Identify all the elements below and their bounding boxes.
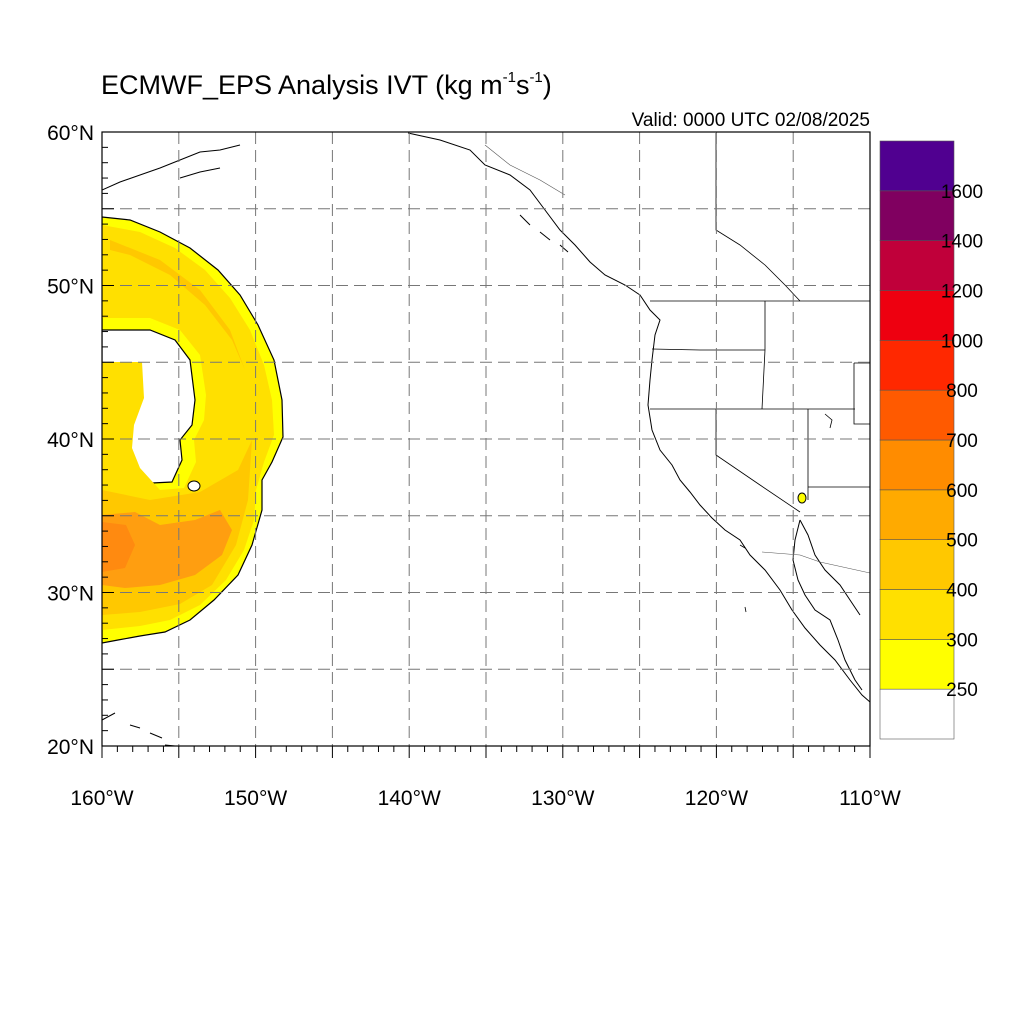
colorbar-swatch bbox=[879, 589, 955, 640]
colorbar-swatch bbox=[879, 439, 955, 491]
ivt-band-600 bbox=[102, 522, 135, 572]
lat-label: 30°N bbox=[47, 583, 94, 606]
map-title: ECMWF_EPS Analysis IVT (kg m-1s-1) bbox=[101, 69, 552, 100]
se-alaska-islands bbox=[179, 167, 569, 253]
alaska-coast bbox=[407, 132, 870, 703]
lon-label: 160°W bbox=[70, 787, 133, 810]
colorbar: 250 300 400 500 600 700 800 1000 1200 1400 1600 bbox=[879, 140, 983, 740]
colorbar-label: 400 bbox=[946, 581, 978, 602]
colorbar-swatch bbox=[879, 688, 955, 740]
colorbar-label: 1000 bbox=[941, 331, 983, 352]
baja-peninsula bbox=[792, 519, 863, 691]
colorbar-swatch bbox=[879, 340, 955, 391]
colorbar-swatch bbox=[879, 639, 955, 690]
wyoming-block bbox=[853, 362, 870, 425]
colorbar-label: 250 bbox=[946, 680, 978, 701]
lon-label: 140°W bbox=[378, 787, 441, 810]
colorbar-label: 1600 bbox=[941, 182, 983, 203]
ticks bbox=[101, 131, 871, 758]
idaho-border bbox=[761, 301, 766, 410]
ivt-island-hole bbox=[187, 480, 201, 492]
gulf-california bbox=[799, 519, 861, 616]
colorbar-swatch bbox=[879, 190, 955, 241]
alaska-gulf-islands bbox=[102, 144, 241, 191]
bc-alberta-border bbox=[715, 133, 801, 302]
lat-label: 50°N bbox=[47, 276, 94, 299]
lon-label: 150°W bbox=[224, 787, 287, 810]
colorbar-swatch bbox=[879, 489, 955, 540]
lat-label: 40°N bbox=[47, 429, 94, 452]
washington-oregon bbox=[651, 348, 765, 351]
alaska-bc-border bbox=[484, 144, 566, 196]
valid-time: Valid: 0000 UTC 02/08/2025 bbox=[631, 110, 870, 131]
mexico-border bbox=[761, 551, 870, 574]
colorbar-label: 500 bbox=[946, 531, 978, 552]
lon-label: 110°W bbox=[839, 787, 901, 810]
great-salt-lake bbox=[824, 413, 833, 429]
lon-label: 120°W bbox=[685, 787, 748, 810]
colorbar-label: 1200 bbox=[941, 282, 983, 303]
ivt-band-500 bbox=[102, 510, 232, 588]
aleutian-chain bbox=[102, 712, 176, 746]
colorbar-label: 1400 bbox=[941, 232, 983, 253]
lat-label: 60°N bbox=[47, 122, 94, 145]
colorbar-swatch bbox=[879, 140, 955, 192]
colorbar-swatch bbox=[879, 539, 955, 590]
colorbar-label: 600 bbox=[946, 481, 978, 502]
axis-labels: 60°N 50°N 40°N 30°N 20°N 160°W 150°W 140°W 130°W… bbox=[47, 122, 901, 810]
graticule bbox=[102, 132, 870, 746]
california-nevada bbox=[715, 409, 801, 513]
lat-label: 20°N bbox=[47, 736, 94, 759]
colorbar-label: 800 bbox=[946, 381, 978, 402]
channel-islands bbox=[739, 544, 747, 613]
ivt-shading bbox=[102, 216, 807, 644]
colorbar-swatch bbox=[879, 240, 955, 291]
ivt-small-blob bbox=[797, 492, 807, 504]
colorbar-label: 300 bbox=[946, 630, 978, 651]
colorbar-swatch bbox=[879, 290, 955, 341]
colorbar-label: 700 bbox=[946, 431, 978, 452]
colorbar-swatch bbox=[879, 389, 955, 441]
coastlines bbox=[102, 132, 870, 746]
lon-label: 130°W bbox=[531, 787, 594, 810]
